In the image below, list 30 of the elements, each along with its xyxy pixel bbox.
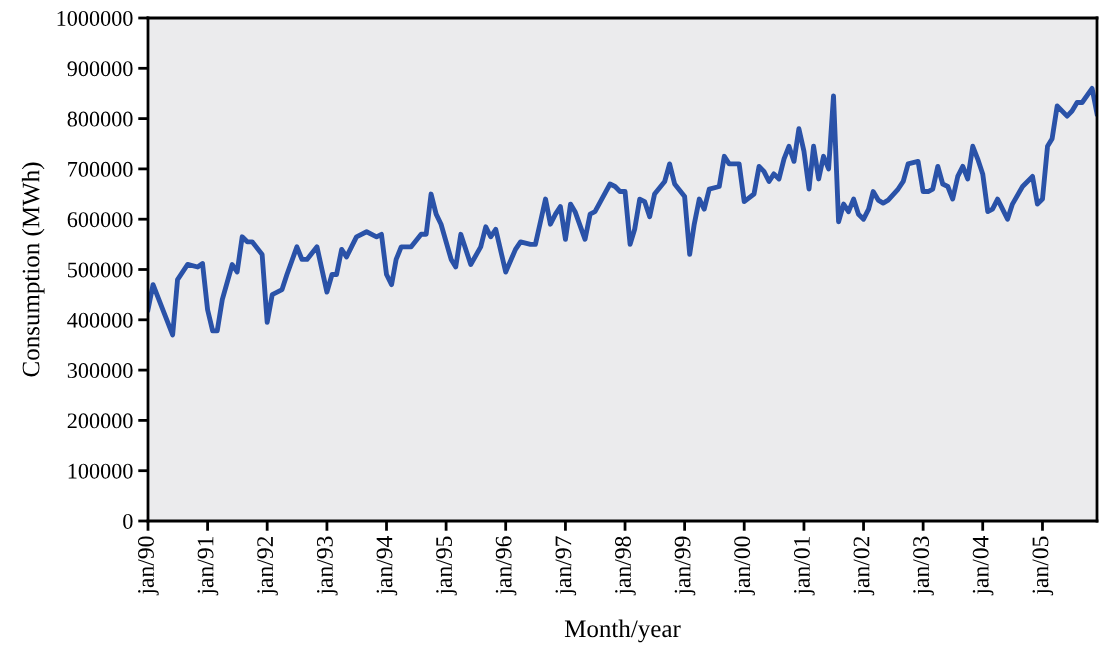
x-tick-label: jan/97 <box>555 536 577 596</box>
x-tick-label: jan/04 <box>972 535 994 596</box>
y-tick-label: 700000 <box>68 161 133 177</box>
y-tick-label: 200000 <box>67 413 133 429</box>
line-series <box>148 85 1097 338</box>
y-axis-title: Consumption (MWh) <box>21 162 45 377</box>
y-tick-label: 800000 <box>67 111 133 127</box>
x-tick-label: jan/05 <box>1032 536 1054 596</box>
x-tick-label: jan/98 <box>615 536 636 596</box>
x-tick-label: jan/02 <box>853 536 875 596</box>
y-tick-label: 0 <box>123 513 133 529</box>
x-tick-label: jan/99 <box>674 536 696 596</box>
y-tick-label: 500000 <box>68 262 133 278</box>
x-axis-title: Month/year <box>564 619 681 643</box>
y-tick-label: 1000000 <box>57 10 133 26</box>
x-tick-label: jan/93 <box>316 536 338 596</box>
x-tick-label: jan/96 <box>495 536 517 596</box>
y-tick-label: 400000 <box>67 312 133 328</box>
y-tick-label: 300000 <box>67 363 133 379</box>
x-tick-label: jan/95 <box>436 536 457 596</box>
x-tick-label: jan/94 <box>376 535 398 596</box>
x-tick-label: jan/00 <box>734 536 755 596</box>
x-tick-label: jan/90 <box>137 536 159 596</box>
x-tick-label: jan/91 <box>197 537 219 596</box>
x-tick-label: jan/03 <box>913 536 934 596</box>
x-tick-label: jan/01 <box>793 537 815 596</box>
y-tick-label: 100000 <box>68 463 133 479</box>
x-tick-label: jan/92 <box>257 536 278 596</box>
y-tick-label: 900000 <box>67 61 133 77</box>
y-tick-label: 600000 <box>67 212 133 228</box>
